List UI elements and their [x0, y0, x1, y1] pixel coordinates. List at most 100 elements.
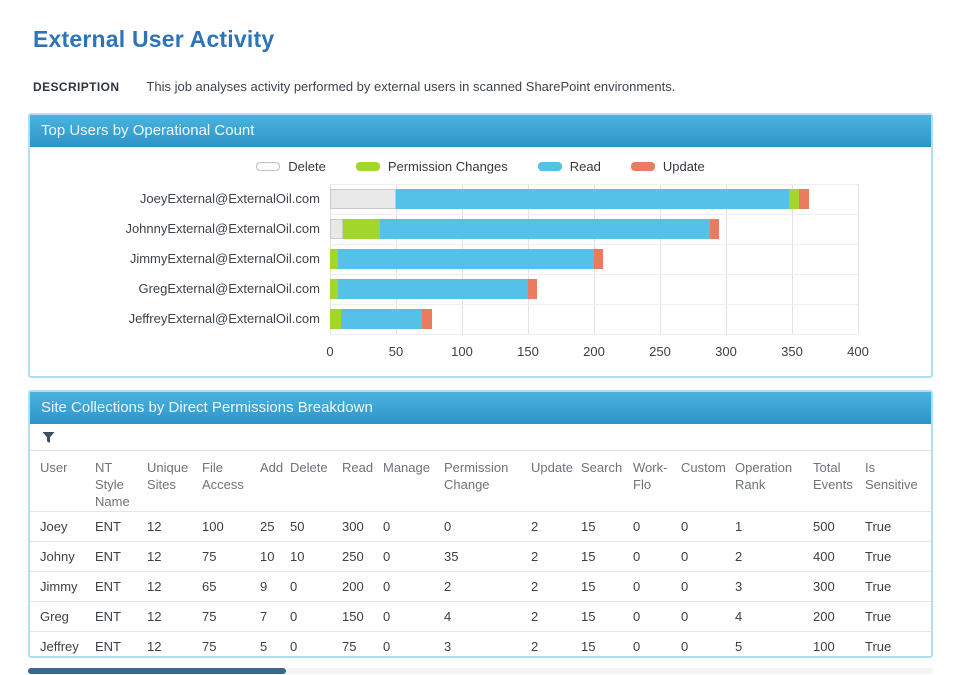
column-header[interactable]: Permission Change	[444, 460, 509, 492]
chart-bar-track	[330, 214, 858, 244]
bar-segment-read	[380, 219, 711, 239]
chart-category-label: JohnnyExternal@ExternalOil.com	[125, 221, 320, 236]
column-header[interactable]: Delete	[290, 460, 328, 475]
bar-segment-update	[527, 279, 538, 299]
filter-funnel-icon[interactable]	[42, 431, 55, 444]
legend-label: Update	[662, 159, 705, 174]
table-cell: 300	[342, 518, 364, 534]
column-header[interactable]: Manage	[383, 460, 430, 475]
x-axis-tick-label: 350	[781, 344, 803, 359]
table-cell: 0	[444, 518, 452, 534]
table-cell: 200	[813, 608, 835, 624]
column-header[interactable]: Work-Flo	[633, 460, 668, 492]
bar-segment-permission-changes	[789, 189, 799, 209]
gridline-vertical	[660, 184, 661, 334]
page-title: External User Activity	[33, 26, 275, 52]
column-header[interactable]: File Access	[202, 460, 244, 492]
description-row: DESCRIPTION This job analyses activity p…	[33, 79, 675, 94]
table-row[interactable]: Greg ENT 12 75 7 0 150 0 4 2 15 0 0 4 200 True	[30, 601, 931, 631]
table-row[interactable]: Johny ENT 12 75 10 10 250 0 35 2 15 0 0 2 400 True	[30, 541, 931, 571]
column-header[interactable]: Read	[342, 460, 374, 475]
table-cell: True	[865, 548, 892, 564]
table-cell: 35	[444, 548, 459, 564]
x-axis-tick-label: 400	[847, 344, 869, 359]
table-row[interactable]: Joey ENT 12 100 25 50 300 0 0 2 15 0 0 1 500 True	[30, 511, 931, 541]
table-cell: ENT	[95, 518, 121, 534]
stacked-bar[interactable]	[330, 219, 720, 239]
description-text: This job analyses activity performed by …	[146, 79, 676, 94]
chart-plot-area: JoeyExternal@ExternalOil.com JohnnyExtern…	[30, 184, 931, 335]
table-cell: 9	[260, 578, 268, 594]
horizontal-scrollbar-thumb[interactable]	[28, 668, 286, 674]
table-cell: 4	[444, 608, 452, 624]
table-cell: 0	[681, 608, 689, 624]
column-header[interactable]: Unique Sites	[147, 460, 189, 492]
legend-item[interactable]: Permission Changes	[355, 159, 508, 174]
permissions-table: User NT Style Name Unique Sites File Access…	[30, 451, 931, 661]
column-header[interactable]: Is Sensitive	[865, 460, 918, 492]
table-cell: 7	[260, 608, 268, 624]
table-cell: 100	[813, 638, 835, 654]
chart-row: JimmyExternal@ExternalOil.com	[30, 244, 931, 274]
column-header[interactable]: Operation Rank	[735, 460, 793, 492]
table-cell: 12	[147, 578, 162, 594]
table-cell: True	[865, 638, 892, 654]
bar-segment-delete	[330, 219, 344, 239]
legend-item[interactable]: Delete	[256, 159, 326, 174]
table-row[interactable]: Jimmy ENT 12 65 9 0 200 0 2 2 15 0 0 3 300 True	[30, 571, 931, 601]
column-header[interactable]: Custom	[681, 460, 726, 475]
gridline-vertical	[792, 184, 793, 334]
chart-row: JoeyExternal@ExternalOil.com	[30, 184, 931, 214]
column-header[interactable]: Update	[531, 460, 573, 475]
bar-segment-permission-changes	[330, 249, 338, 269]
table-cell: 15	[581, 638, 596, 654]
table-cell: 2	[444, 578, 452, 594]
read-swatch-icon	[537, 162, 562, 171]
bar-segment-read	[340, 309, 423, 329]
stacked-bar[interactable]	[330, 309, 432, 329]
column-header[interactable]: Add	[260, 460, 284, 475]
x-axis-tick-label: 250	[649, 344, 671, 359]
chart-x-axis: 0 50 100 150 200 250 300 350 400	[326, 338, 868, 364]
table-cell: ENT	[95, 638, 121, 654]
column-header[interactable]: User	[40, 460, 68, 475]
delete-swatch-icon	[256, 162, 281, 171]
table-cell: 0	[290, 578, 298, 594]
column-header[interactable]: NT Style Name	[95, 460, 130, 509]
legend-label: Permission Changes	[387, 159, 508, 174]
table-row[interactable]: Jeffrey ENT 12 75 5 0 75 0 3 2 15 0 0 5 100 True	[30, 631, 931, 661]
table-cell: 0	[290, 608, 298, 624]
column-header[interactable]: Total Events	[813, 460, 853, 492]
table-cell: 0	[633, 548, 641, 564]
table-cell: 300	[813, 578, 835, 594]
table-cell: 0	[383, 518, 391, 534]
column-header[interactable]: Search	[581, 460, 623, 475]
bar-segment-permission-changes	[330, 309, 341, 329]
table-cell: Joey	[40, 518, 68, 534]
bar-segment-read	[337, 249, 594, 269]
horizontal-scrollbar-track[interactable]	[28, 668, 933, 674]
x-axis-tick-label: 200	[583, 344, 605, 359]
stacked-bar[interactable]	[330, 189, 810, 209]
stacked-bar[interactable]	[330, 249, 604, 269]
stacked-bar[interactable]	[330, 279, 538, 299]
bar-segment-update	[798, 189, 810, 209]
x-axis-tick-label: 150	[517, 344, 539, 359]
table-cell: 0	[681, 578, 689, 594]
table-cell: 250	[342, 548, 364, 564]
bar-segment-delete	[330, 189, 396, 209]
bar-segment-update	[593, 249, 604, 269]
table-cell: True	[865, 518, 892, 534]
chart-bar-track	[330, 244, 858, 274]
table-cell: Greg	[40, 608, 69, 624]
site-collections-panel: Site Collections by Direct Permissions B…	[28, 390, 933, 658]
chart-row: GregExternal@ExternalOil.com	[30, 274, 931, 304]
legend-item[interactable]: Update	[630, 159, 705, 174]
bar-segment-permission-changes	[330, 279, 338, 299]
table-cell: 0	[633, 638, 641, 654]
table-cell: Johny	[40, 548, 75, 564]
table-cell: 12	[147, 518, 162, 534]
legend-item[interactable]: Read	[537, 159, 601, 174]
table-cell: 15	[581, 548, 596, 564]
table-cell: 10	[290, 548, 305, 564]
